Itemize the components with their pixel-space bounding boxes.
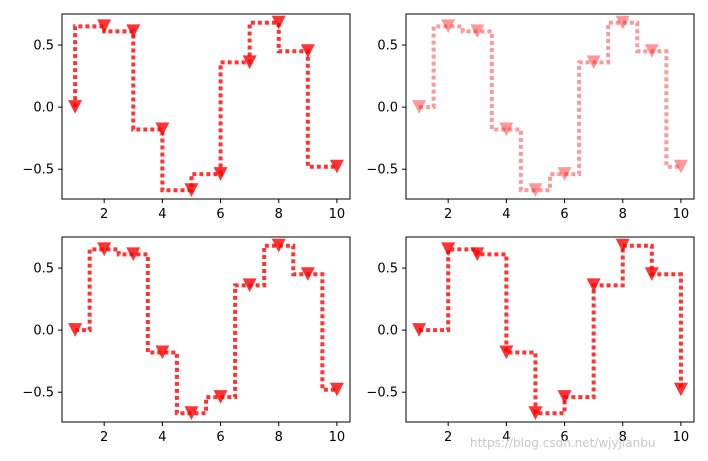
data-point-marker [499,345,514,360]
x-tick-label: 10 [329,207,346,222]
data-point-marker [242,55,257,70]
subplot-bottom-left: 2 4 6 8 10 −0.5 0.0 0.5 [22,236,351,445]
x-tick-label: 8 [619,430,627,445]
y-tick-label: −0.5 [22,386,54,401]
data-point-marker [441,242,456,257]
data-point-marker [213,390,228,404]
data-point-marker [155,345,170,360]
data-point-marker [441,19,456,34]
data-point-marker [300,267,315,281]
subplot-top-right: 2 4 6 8 10 −0.5 0.0 0.5 [366,13,695,222]
data-point-marker [615,238,630,253]
data-point-marker [329,382,344,397]
x-tick-label: 4 [158,430,166,445]
x-tick-label: 4 [502,207,510,222]
data-point-marker [557,390,572,404]
y-tick-label: 0.5 [33,262,54,277]
data-point-marker [271,15,286,30]
data-point-marker [615,15,630,30]
x-tick-label: 4 [158,207,166,222]
axes-frame [61,13,351,200]
data-point-marker [97,19,112,34]
y-tick-label: −0.5 [22,163,54,178]
x-tick-label: 6 [216,430,224,445]
subplot-top-left: 2 4 6 8 10 −0.5 0.0 0.5 [22,13,351,222]
series-step-line [419,243,683,416]
data-point-marker [271,238,286,253]
data-point-marker [673,159,688,174]
data-point-marker [68,100,83,114]
x-tick-label: 8 [275,207,283,222]
x-tick-label: 10 [329,430,346,445]
subplot-bottom-right: 2 4 6 8 10 −0.5 0.0 0.5 [366,236,695,445]
x-tick-label: 2 [100,207,108,222]
y-tick-label: 0.5 [377,262,398,277]
x-tick-label: 10 [673,207,690,222]
series-step-line [75,243,337,416]
y-tick-label: −0.5 [366,163,398,178]
y-tick-label: 0.5 [33,39,54,54]
data-point-marker [184,183,199,197]
data-point-marker [213,167,228,181]
x-tick-label: 10 [673,430,690,445]
data-point-marker [470,247,485,262]
y-tick-label: 0.0 [377,324,398,339]
data-point-marker [557,167,572,181]
series-step-line [419,20,681,193]
x-tick-label: 2 [100,430,108,445]
data-point-marker [528,406,543,420]
data-point-marker [499,122,514,137]
data-point-marker [412,100,427,114]
data-point-marker [300,44,315,58]
x-tick-label: 2 [444,430,452,445]
x-tick-label: 6 [560,430,568,445]
x-tick-label: 8 [619,207,627,222]
data-point-marker [586,55,601,70]
data-point-marker [528,183,543,197]
x-tick-label: 4 [502,430,510,445]
data-point-marker [184,406,199,420]
y-tick-label: 0.0 [33,101,54,116]
data-point-marker [126,24,141,39]
axes-frame [405,13,695,200]
data-point-marker [126,247,141,262]
y-tick-label: 0.5 [377,39,398,54]
data-point-marker [155,122,170,137]
watermark-text: https://blog.csdn.net/wjyjianbu [470,436,656,450]
x-tick-label: 2 [444,207,452,222]
data-point-marker [470,24,485,39]
data-point-marker [412,323,427,337]
x-tick-label: 6 [216,207,224,222]
data-point-marker [97,242,112,257]
data-point-marker [644,267,659,281]
data-point-marker [242,278,257,293]
data-point-marker [644,44,659,58]
data-point-marker [586,278,601,293]
axes-frame [61,236,351,423]
x-tick-label: 8 [275,430,283,445]
y-tick-label: 0.0 [377,101,398,116]
y-tick-label: 0.0 [33,324,54,339]
data-point-marker [68,323,83,337]
data-point-marker [673,382,688,397]
y-tick-label: −0.5 [366,386,398,401]
x-tick-label: 6 [560,207,568,222]
series-step-line [73,20,337,193]
axes-frame [405,236,695,423]
data-point-marker [329,159,344,174]
